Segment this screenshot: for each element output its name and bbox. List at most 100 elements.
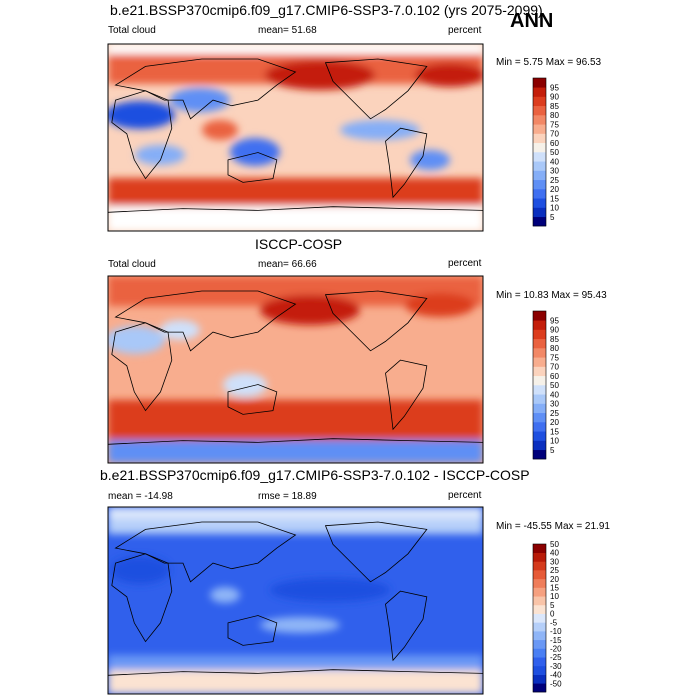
colorbar2-tick-label: 95 [550,316,559,325]
colorbar1-tick-label: 60 [550,139,559,148]
map3-maritime-diff [210,587,240,603]
colorbar3-box [533,631,546,641]
map1-coast-africa [111,90,173,180]
colorbar1-frame [532,77,547,227]
colorbar1-tick-label: 85 [550,102,559,111]
colorbar3-box [533,657,546,667]
colorbar2-box [533,375,546,386]
colorbar1-tick-label: 80 [550,111,559,120]
map3-south-band [108,655,483,670]
colorbar2-box [533,348,546,358]
map1-maritime-max [202,120,238,140]
colorbar1-box [533,96,546,107]
map1-south-band [108,178,483,206]
panel2-title: ISCCP-COSP [255,236,343,252]
colorbar2-tick-label: 85 [550,335,559,344]
colorbar1-tick-label: 30 [550,167,559,176]
colorbar2-box [533,357,546,367]
colorbar2-tick-label: 60 [550,372,559,381]
map3-sahara-diff [110,556,170,584]
map3-antarctic [108,670,483,694]
map3-coast-samerica [385,590,428,662]
panel1-minmax: Min = 5.75 Max = 96.53 [496,57,602,68]
colorbar3-tick-label: -25 [550,653,562,662]
map2-coast-namerica [324,290,428,352]
map3-arctic [108,507,483,519]
season-label: ANN [510,10,554,32]
colorbar1-box [533,216,546,227]
map1-coast-australia [227,152,278,183]
map2-coast-samerica [385,359,428,431]
map1-arctic [108,44,483,54]
colorbar3-tick-label: 15 [550,584,559,593]
map3-coast-antarctica [107,669,484,676]
colorbar3-tick-label: 30 [550,557,559,566]
colorbar3-box [533,639,546,649]
colorbar1-box [533,198,546,208]
map1-coast-namerica [324,58,428,120]
colorbar2-box [533,338,546,349]
colorbar3-box [533,578,546,588]
coastlines [107,58,484,676]
colorbar3-box [533,604,546,614]
map1-samerica-min [410,150,450,170]
map1-npacific-max [265,60,375,90]
colorbar2-box [533,440,546,451]
map3-spacific-diff [260,617,340,633]
map1-natlantic-max [415,63,483,87]
colorbar2-tick-label: 90 [550,326,559,335]
map2-coast-africa [111,322,173,412]
colorbar1-tick-label: 5 [550,213,555,222]
map1-sahara-min [108,101,175,129]
colorbar3-box [533,544,546,554]
panel3-minmax: Min = -45.55 Max = 21.91 [496,521,610,532]
colorbar1-box [533,115,546,125]
panel1-right-label: percent [448,25,482,36]
colorbar1-tick-label: 95 [550,83,559,92]
colorbar2-box [533,403,546,414]
colorbar3-tick-label: -5 [550,618,558,627]
colorbar1-box [533,133,546,144]
colorbar1-tick-label: 50 [550,148,559,157]
map2-south-band [108,400,483,440]
colorbar3-box [533,613,546,623]
map2-antarctic [108,440,483,463]
colorbar1-tick-label: 20 [550,185,559,194]
colorbar3-tick-label: 40 [550,549,559,558]
colorbar3-tick-label: 5 [550,601,555,610]
map1-australia-min [230,138,280,166]
colorbars: 5101520253040506070758085909551015202530… [532,77,562,693]
colorbar1-box [533,207,546,218]
colorbar2-box [533,320,546,330]
map2-coast-australia [227,384,278,415]
map2-asia-min [160,320,200,340]
map2-frame [107,275,484,464]
map1-indian-min [135,145,185,165]
map2-australia-min [223,373,267,397]
map3-coast-africa [111,553,173,643]
colorbar3-tick-label: 0 [550,610,555,619]
map2-coast-eurasia [114,290,297,352]
colorbar2-box [533,311,546,321]
map1-coast-antarctica [107,206,484,213]
colorbar3-box [533,570,546,580]
colorbar2-frame [532,310,547,460]
colorbar2-tick-label: 10 [550,437,559,446]
colorbar1-box [533,161,546,171]
colorbar1-box [533,105,546,116]
colorbar1-tick-label: 40 [550,157,559,166]
colorbar2-box [533,422,546,432]
panel2-left-label: Total cloud [108,259,156,270]
map1-epacific-min [340,120,420,140]
colorbar2-tick-label: 25 [550,409,559,418]
colorbar1-tick-label: 25 [550,176,559,185]
panel2-minmax: Min = 10.83 Max = 95.43 [496,290,607,301]
colorbar2-box [533,394,546,404]
panel2-center-label: mean= 66.66 [258,259,317,270]
colorbar3-box [533,674,546,684]
colorbar1-box [533,179,546,190]
colorbar1-tick-label: 15 [550,194,559,203]
map2-natlantic-max [405,293,475,317]
colorbar1-tick-label: 90 [550,93,559,102]
colorbar3-tick-label: -30 [550,662,562,671]
